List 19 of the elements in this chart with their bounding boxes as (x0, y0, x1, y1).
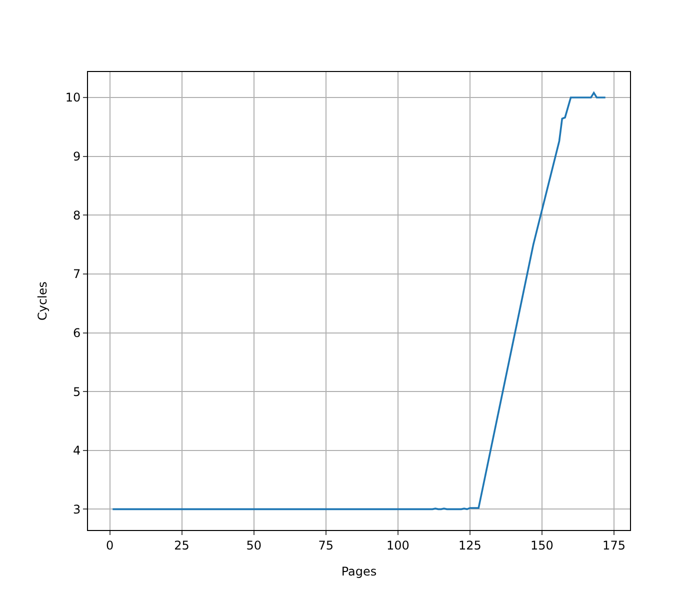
y-tick-label: 10 (65, 90, 81, 105)
y-tick-label: 3 (72, 502, 81, 516)
y-tick-label: 8 (72, 208, 81, 222)
y-axis-title: Cycles (36, 281, 50, 321)
x-tick-label: 125 (458, 538, 482, 552)
y-tick-label: 4 (72, 444, 81, 458)
x-tick-label: 175 (602, 538, 626, 552)
y-tick-label: 9 (72, 150, 81, 164)
x-tick-label: 0 (106, 538, 114, 552)
x-tick-label: 25 (174, 538, 190, 552)
x-tick-label: 75 (318, 538, 334, 552)
x-axis-title: Pages (341, 564, 377, 578)
x-tick-label: 100 (386, 538, 410, 552)
y-tick-label: 7 (72, 267, 81, 282)
x-tick-label: 150 (530, 538, 554, 552)
y-tick-label: 6 (72, 326, 81, 340)
x-tick-label: 50 (246, 538, 262, 552)
line-series (112, 92, 606, 510)
y-tick-label: 5 (72, 384, 81, 399)
